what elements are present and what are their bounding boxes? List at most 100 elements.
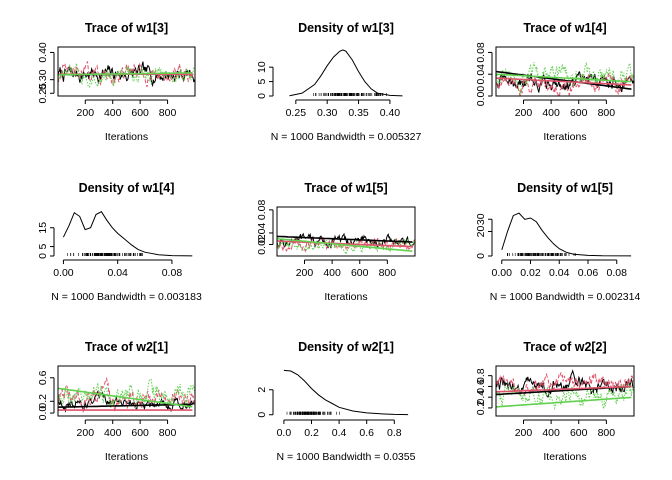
chain-3-line — [495, 62, 634, 95]
chain-2-line — [276, 236, 415, 253]
panel-1: Trace of w1[3] Iterations 200 400 600 800 0.25… — [37, 21, 196, 143]
x-tick-label: 200 — [515, 107, 533, 119]
x-axis-label: N = 1000 Bandwidth = 0.0355 — [277, 451, 416, 463]
panel-2: Density of w1[3] N = 1000 Bandwidth = 0.0… — [256, 21, 421, 143]
x-tick-label: 400 — [323, 267, 341, 279]
x-axis: 200 400 600 800 — [77, 419, 176, 439]
x-tick-label: 0.4 — [332, 427, 347, 439]
y-axis: 0 5 10 — [256, 61, 274, 99]
x-tick-label: 600 — [351, 267, 369, 279]
x-axis: 200 400 600 800 — [515, 99, 616, 119]
rug-marks — [313, 93, 387, 96]
chain-3-line — [57, 378, 195, 409]
y-tick-label: 15 — [37, 222, 49, 234]
x-tick-label: 600 — [131, 427, 149, 439]
chain-2-line — [57, 376, 195, 413]
x-axis-label: Iterations — [105, 451, 148, 463]
x-tick-label: 800 — [379, 267, 397, 279]
x-tick-label: 400 — [104, 427, 122, 439]
x-axis-label: Iterations — [543, 451, 586, 463]
y-tick-label: 0.02 — [256, 234, 268, 255]
panel-6: Density of w1[5] N = 1000 Bandwidth = 0.0… — [475, 181, 640, 303]
x-axis: 0.00 0.04 0.08 — [53, 259, 183, 279]
y-tick-label: 0.40 — [37, 42, 49, 63]
smooth-line-1 — [495, 70, 632, 90]
y-tick-label: 0 — [256, 93, 268, 99]
x-tick-label: 800 — [598, 107, 616, 119]
x-tick-label: 0.08 — [162, 267, 183, 279]
plot-area — [495, 369, 634, 410]
y-tick-label: 0.08 — [475, 42, 487, 63]
x-tick-label: 400 — [542, 427, 560, 439]
panel-8: Density of w2[1] N = 1000 Bandwidth = 0.0… — [256, 340, 416, 463]
x-tick-label: 0.40 — [380, 107, 401, 119]
plot-frame — [57, 365, 196, 417]
rug-marks — [506, 253, 576, 256]
x-axis: 0.0 0.2 0.4 0.6 0.8 — [277, 419, 402, 439]
y-tick-label: 10 — [256, 61, 268, 73]
y-axis: 0.020.04 0.08 — [256, 200, 274, 255]
smooth-line-2 — [276, 240, 413, 248]
y-tick-label: 0.2 — [475, 400, 487, 415]
smooth-line-1 — [57, 403, 193, 408]
x-axis-label: N = 1000 Bandwidth = 0.002314 — [490, 291, 641, 303]
plot-area — [495, 62, 634, 97]
y-tick-label: 0 — [475, 253, 487, 259]
x-tick-label: 0.08 — [607, 267, 628, 279]
y-tick-label: 0.4 — [475, 390, 487, 405]
x-axis-label: Iterations — [105, 131, 148, 143]
x-tick-label: 800 — [598, 427, 616, 439]
x-tick-label: 0.0 — [277, 427, 292, 439]
y-tick-label: 0.08 — [256, 200, 268, 221]
smooth-line-3 — [57, 387, 193, 408]
chain-3-line — [57, 63, 195, 89]
y-tick-label: 0.30 — [37, 69, 49, 90]
x-tick-label: 0.30 — [317, 107, 338, 119]
x-axis: 200 400 600 800 — [296, 259, 397, 279]
y-axis: 0.00.2 0.6 — [37, 370, 55, 420]
x-tick-label: 0.25 — [286, 107, 307, 119]
x-tick-label: 0.04 — [549, 267, 570, 279]
x-axis-label: Iterations — [324, 291, 367, 303]
x-tick-label: 0.02 — [520, 267, 541, 279]
smooth-line-2 — [495, 385, 632, 393]
x-tick-label: 200 — [515, 427, 533, 439]
plot-frame — [57, 46, 196, 97]
panel-title: Density of w1[5] — [517, 181, 613, 195]
panel-title: Trace of w2[2] — [523, 340, 606, 354]
plot-area — [57, 376, 195, 413]
plot-frame — [276, 206, 416, 257]
y-tick-label: 0.25 — [37, 83, 49, 104]
x-axis-label: Iterations — [543, 131, 586, 143]
y-tick-label: 0.00 — [475, 86, 487, 107]
chain-3-line — [495, 382, 634, 410]
density-curve — [283, 369, 409, 416]
x-tick-label: 0.8 — [387, 427, 402, 439]
panel-title: Trace of w2[1] — [85, 340, 168, 354]
x-tick-label: 0.00 — [53, 267, 74, 279]
panel-title: Density of w1[3] — [298, 21, 394, 35]
panel-3: Trace of w1[4] Iterations 200 400 600 800 0.00… — [475, 21, 635, 143]
y-tick-label: 0.8 — [475, 368, 487, 383]
x-tick-label: 600 — [131, 107, 149, 119]
density-curve — [501, 212, 632, 257]
x-tick-label: 0.35 — [348, 107, 369, 119]
x-tick-label: 200 — [296, 267, 314, 279]
smooth-line-1 — [276, 235, 413, 243]
y-tick-label: 0 — [256, 412, 268, 418]
x-tick-label: 400 — [104, 107, 122, 119]
x-tick-label: 600 — [570, 427, 588, 439]
rug-marks — [286, 411, 341, 415]
plot-area — [62, 211, 193, 257]
y-tick-label: 0.04 — [475, 64, 487, 85]
y-axis: 0.20.40.60.8 — [475, 368, 493, 415]
x-tick-label: 0.04 — [107, 267, 128, 279]
y-axis: 02 — [256, 387, 274, 418]
y-tick-label: 0.6 — [37, 370, 49, 385]
plot-area — [283, 369, 409, 416]
density-curve — [289, 49, 403, 97]
plot-area — [276, 232, 415, 256]
